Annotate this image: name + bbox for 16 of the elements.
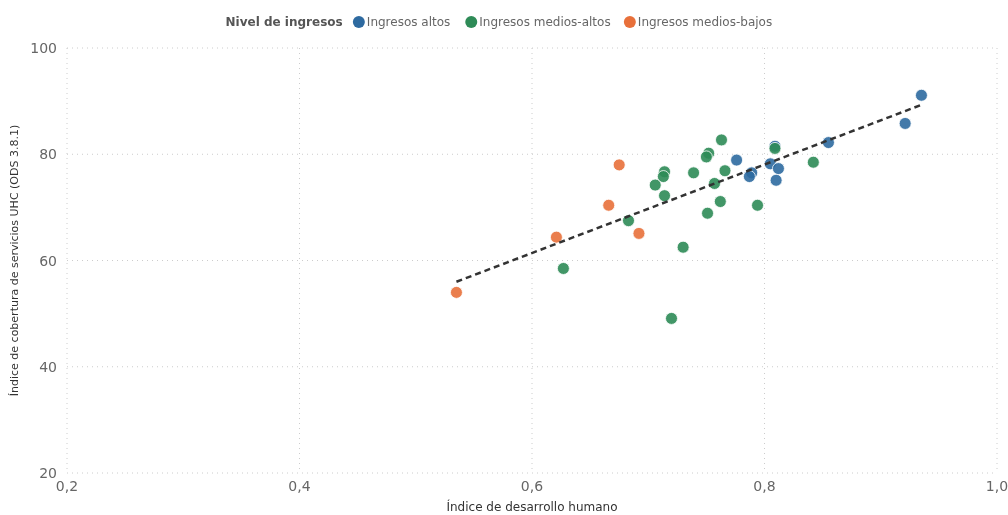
y-tick-label: 40 xyxy=(39,358,57,375)
y-tick-label: 20 xyxy=(39,465,57,481)
legend-label: Ingresos medios-bajos xyxy=(637,15,773,29)
y-tick-label: 60 xyxy=(39,252,57,269)
x-tick-label: 0,2 xyxy=(55,478,79,494)
x-tick-label: 0,4 xyxy=(288,478,311,494)
x-tick-label: 0,6 xyxy=(520,478,544,494)
y-tick-label: 100 xyxy=(30,40,57,56)
legend-label: Ingresos altos xyxy=(366,15,451,29)
legend-label: Ingresos medios-altos xyxy=(479,15,611,29)
x-tick-label: 0,8 xyxy=(753,478,776,494)
y-axis-title: Índice de cobertura de servicios UHC (ODS 3.8.1) xyxy=(8,124,21,397)
legend-title: Nivel de ingresos xyxy=(225,15,343,29)
y-tick-label: 80 xyxy=(39,146,57,163)
x-tick-label: 1,0 xyxy=(985,478,1008,494)
x-axis-title: Índice de desarrollo humano xyxy=(446,499,618,514)
